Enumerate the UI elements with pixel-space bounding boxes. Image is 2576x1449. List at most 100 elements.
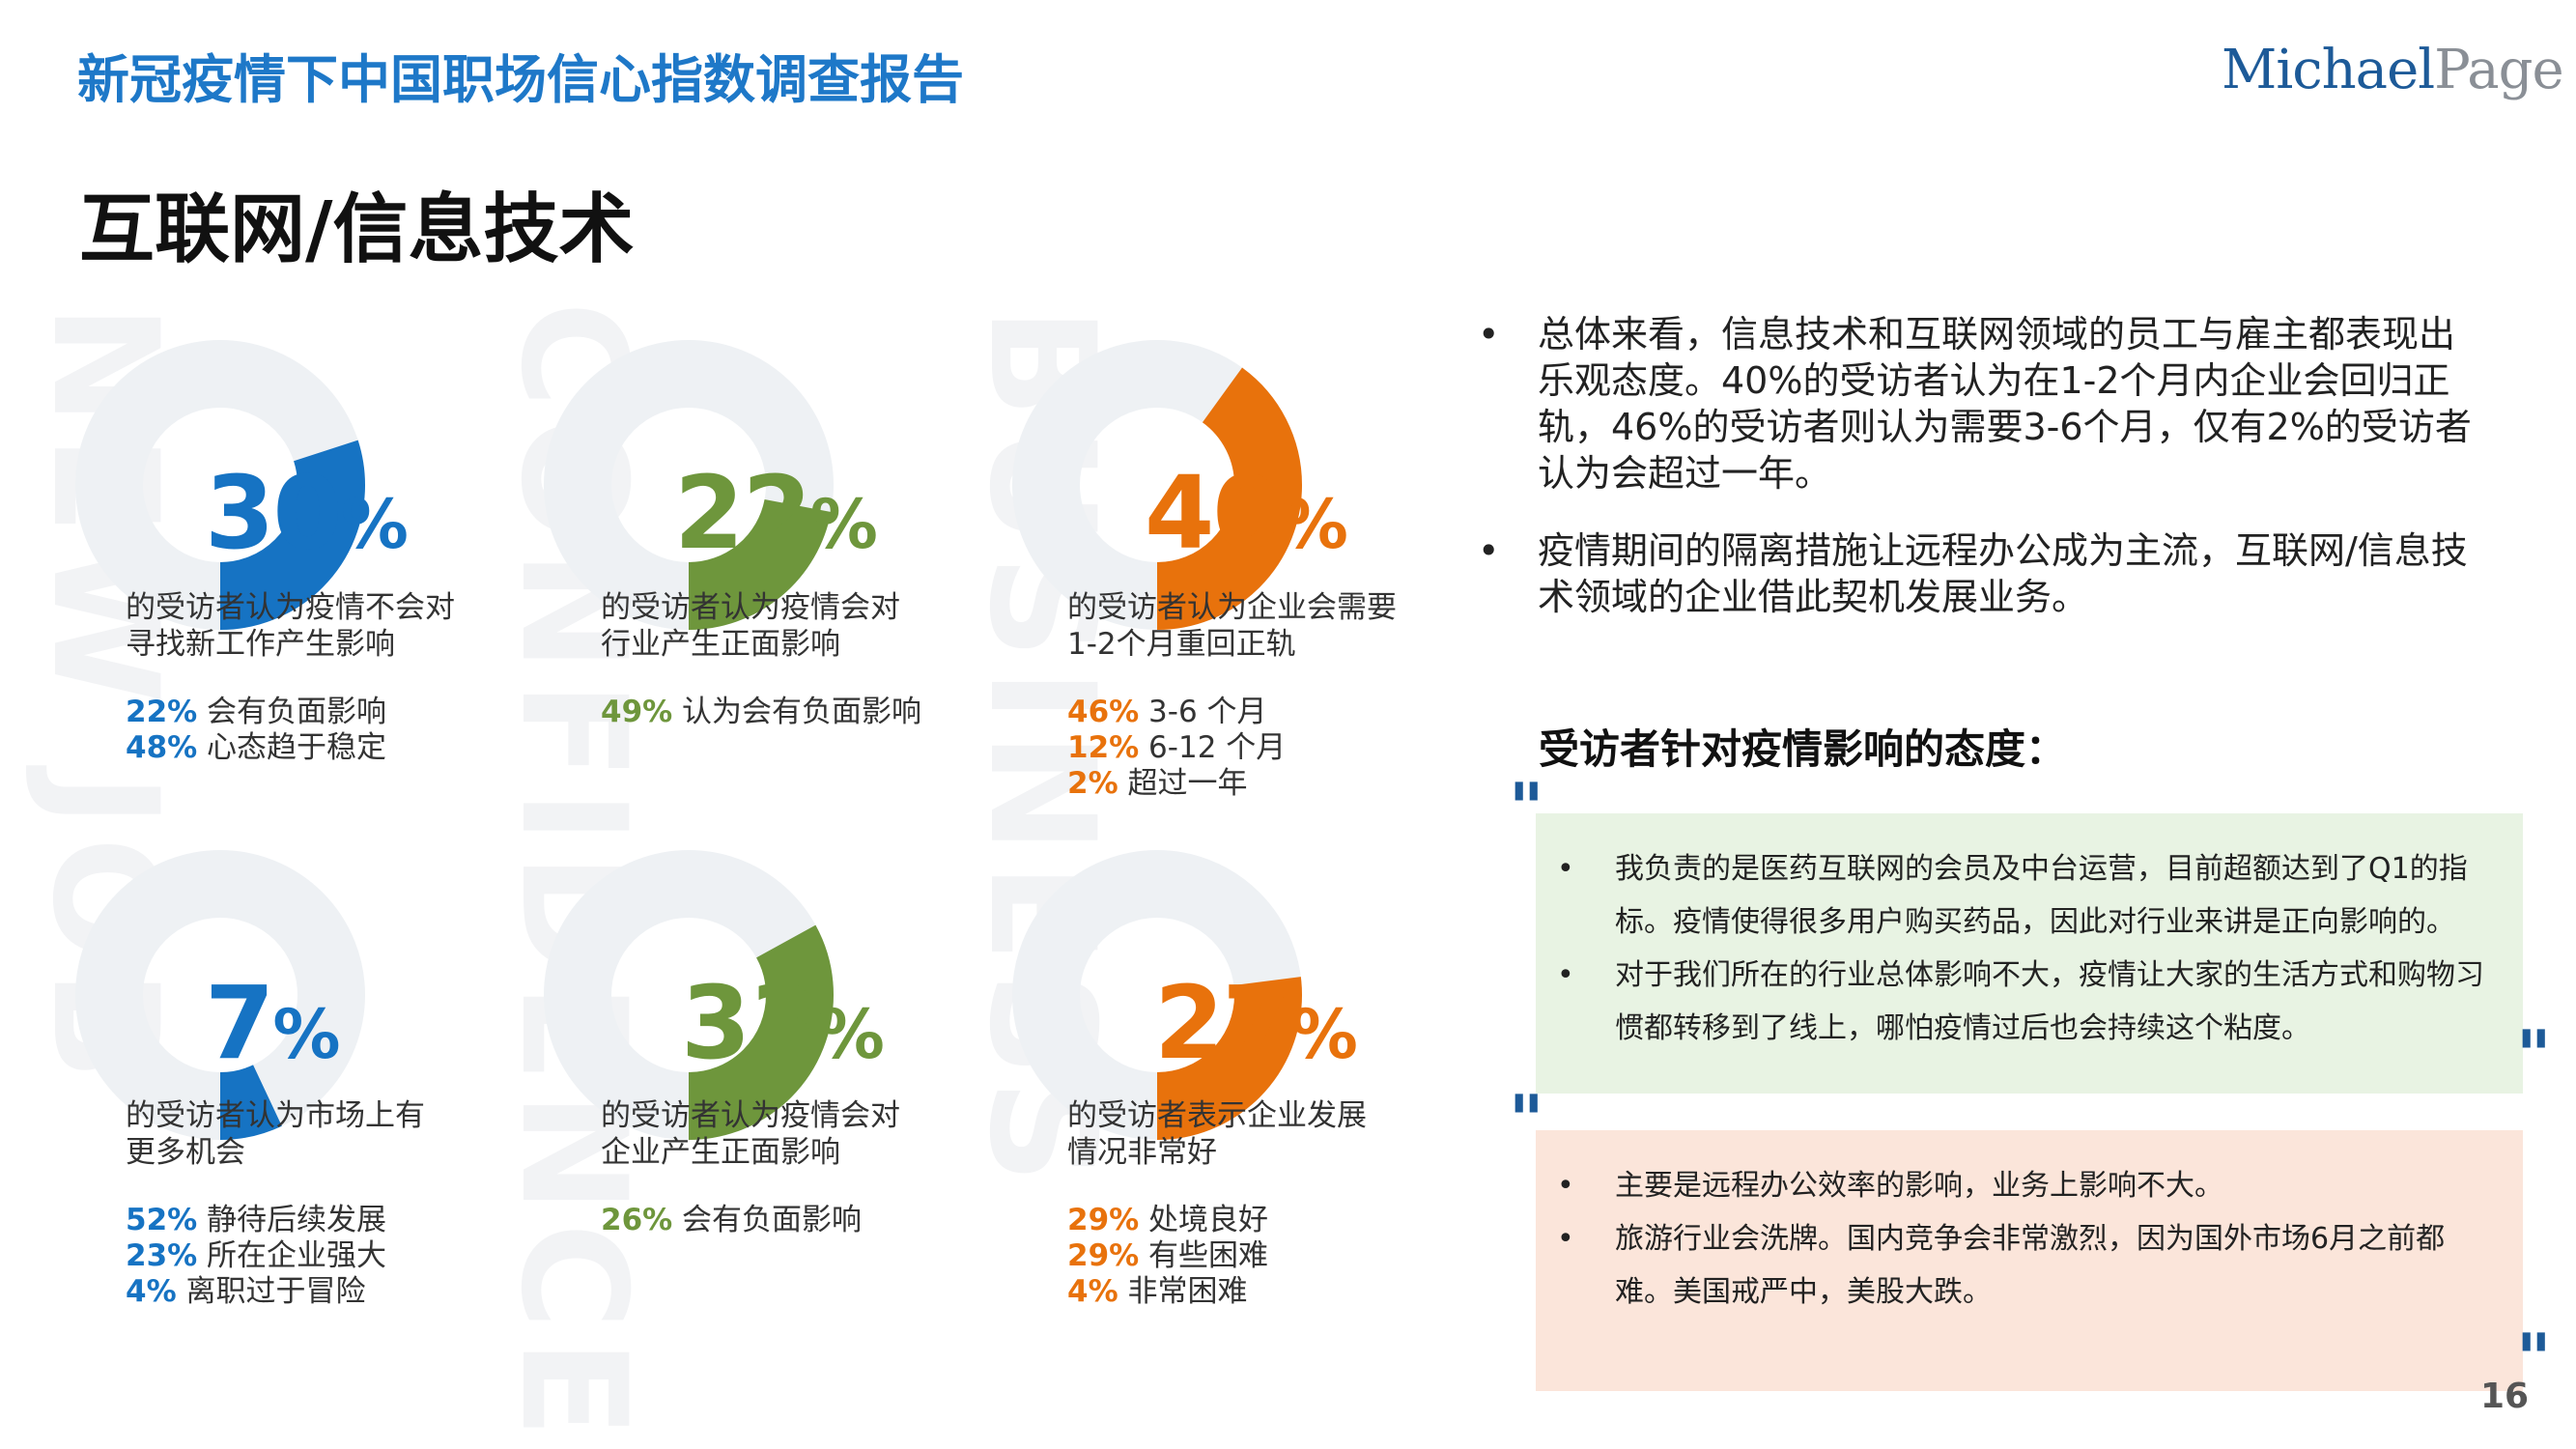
stat-value: 4% <box>126 1274 177 1309</box>
percent-sign: % <box>272 995 340 1074</box>
bullet-mark: • <box>1478 313 1500 355</box>
stat-line: 22% 会有负面影响 <box>126 695 386 730</box>
donut-arc <box>544 340 834 630</box>
stat-text: 6-12 个月 <box>1139 730 1287 765</box>
stat-line: 4% 离职过于冒险 <box>126 1274 386 1310</box>
card-description: 的受访者认为企业会需要 1-2个月重回正轨 <box>1067 589 1397 663</box>
stat-text: 会有负面影响 <box>672 1203 863 1237</box>
stat-value: 4% <box>1067 1274 1118 1309</box>
stat-text: 超过一年 <box>1118 766 1248 801</box>
card-stats: 22% 会有负面影响 48% 心态趋于稳定 <box>126 695 386 766</box>
stat-line: 29% 有些困难 <box>1067 1238 1268 1274</box>
donut-arc <box>75 850 365 1140</box>
stat-text: 所在企业强大 <box>197 1238 387 1273</box>
big-percent: 30% <box>205 454 409 572</box>
donut-svg <box>1012 340 1302 630</box>
percent-number: 27 <box>1154 964 1292 1082</box>
stat-line: 48% 心态趋于稳定 <box>126 730 386 766</box>
donut-chart <box>75 850 365 1140</box>
desc-line: 的受访者表示企业发展 <box>1067 1098 1367 1133</box>
stat-value: 46% <box>1067 695 1140 729</box>
stat-text: 非常困难 <box>1118 1274 1248 1309</box>
stat-line: 49% 认为会有负面影响 <box>601 695 921 730</box>
donut-arc <box>75 340 365 630</box>
page-number: 16 <box>2480 1377 2530 1416</box>
stat-text: 认为会有负面影响 <box>672 695 922 729</box>
summary-bullets: • 总体来看，信息技术和互联网领域的员工与雇主都表现出 乐观态度。40%的受访者… <box>1478 311 2502 651</box>
stat-text: 离职过于冒险 <box>176 1274 366 1309</box>
desc-line: 的受访者认为疫情会对 <box>601 1098 900 1133</box>
stat-value: 49% <box>601 695 673 729</box>
stat-value: 26% <box>601 1203 673 1237</box>
percent-sign: % <box>340 485 409 564</box>
quote-line: 难。美国戒严中，美股大跌。 <box>1615 1275 1992 1309</box>
stat-value: 29% <box>1067 1238 1140 1273</box>
stat-text: 会有负面影响 <box>197 695 387 729</box>
percent-sign: % <box>1280 485 1348 564</box>
bullet-mark: • <box>1557 1222 1574 1256</box>
donut-chart <box>1012 340 1302 630</box>
percent-number: 30 <box>205 454 343 572</box>
quote-box-peach: • 主要是远程办公效率的影响，业务上影响不大。 • 旅游行业会洗牌。国内竞争会非… <box>1536 1130 2523 1391</box>
desc-line: 企业产生正面影响 <box>601 1135 840 1170</box>
big-percent: 33% <box>681 964 885 1082</box>
bullet-line: 乐观态度。40%的受访者认为在1-2个月内企业会回归正 <box>1538 359 2450 402</box>
stat-text: 心态趋于稳定 <box>197 730 387 765</box>
bullet-line: 认为会超过一年。 <box>1538 452 1832 495</box>
stat-line: 46% 3-6 个月 <box>1067 695 1286 730</box>
stat-line: 29% 处境良好 <box>1067 1203 1268 1238</box>
bullet-mark: • <box>1478 529 1500 572</box>
big-percent: 22% <box>674 454 878 572</box>
donut-chart <box>544 340 834 630</box>
stat-line: 26% 会有负面影响 <box>601 1203 862 1238</box>
logo-michael: Michael <box>2222 39 2435 101</box>
open-quote-mark: " <box>1509 769 1544 848</box>
michael-page-logo: MichaelPage <box>2222 39 2564 101</box>
card-stats: 46% 3-6 个月 12% 6-12 个月 2% 超过一年 <box>1067 695 1286 802</box>
big-percent: 27% <box>1154 964 1358 1082</box>
donut-arc <box>1012 340 1302 630</box>
desc-line: 的受访者认为疫情不会对 <box>126 590 455 625</box>
card-description: 的受访者认为疫情不会对 寻找新工作产生影响 <box>126 589 455 663</box>
stat-value: 52% <box>126 1203 198 1237</box>
stat-value: 23% <box>126 1238 198 1273</box>
quote-box-green: • 我负责的是医药互联网的会员及中台运营，目前超额达到了Q1的指 标。疫情使得很… <box>1536 813 2523 1094</box>
card-stats: 49% 认为会有负面影响 <box>601 695 921 730</box>
card-stats: 26% 会有负面影响 <box>601 1203 862 1238</box>
quote-item: • 旅游行业会洗牌。国内竞争会非常激烈，因为国外市场6月之前都 难。美国戒严中，… <box>1536 1212 2523 1319</box>
quote-line: 标。疫情使得很多用户购买药品，因此对行业来讲是正向影响的。 <box>1615 905 2455 939</box>
bullet-line: 疫情期间的隔离措施让远程办公成为主流，互联网/信息技 <box>1538 529 2468 572</box>
stat-value: 48% <box>126 730 198 765</box>
bullet-mark: • <box>1557 1169 1574 1203</box>
donut-arc <box>1012 850 1302 1140</box>
percent-number: 7 <box>205 964 274 1082</box>
summary-bullet: • 疫情期间的隔离措施让远程办公成为主流，互联网/信息技 术领域的企业借此契机发… <box>1478 527 2502 620</box>
quote-item: • 我负责的是医药互联网的会员及中台运营，目前超额达到了Q1的指 标。疫情使得很… <box>1536 842 2523 949</box>
card-description: 的受访者表示企业发展 情况非常好 <box>1067 1097 1367 1171</box>
desc-line: 的受访者认为疫情会对 <box>601 590 900 625</box>
percent-number: 33 <box>681 964 819 1082</box>
quote-line: 我负责的是医药互联网的会员及中台运营，目前超额达到了Q1的指 <box>1615 852 2468 886</box>
donut-svg <box>75 850 365 1140</box>
logo-page: Page <box>2434 39 2564 101</box>
donut-arc <box>544 850 834 1140</box>
bullet-line: 总体来看，信息技术和互联网领域的员工与雇主都表现出 <box>1538 313 2456 355</box>
percent-sign: % <box>1289 995 1358 1074</box>
donut-svg <box>75 340 365 630</box>
stat-value: 2% <box>1067 766 1118 801</box>
section-title: 互联网/信息技术 <box>79 186 635 273</box>
quote-item: • 主要是远程办公效率的影响，业务上影响不大。 <box>1536 1159 2523 1212</box>
percent-sign: % <box>809 485 878 564</box>
desc-line: 1-2个月重回正轨 <box>1067 627 1296 662</box>
quote-item: • 对于我们所在的行业总体影响不大，疫情让大家的生活方式和购物习 惯都转移到了线… <box>1536 949 2523 1055</box>
donut-chart <box>544 850 834 1140</box>
bullet-mark: • <box>1557 852 1574 886</box>
desc-line: 的受访者认为市场上有 <box>126 1098 425 1133</box>
percent-number: 40 <box>1145 454 1283 572</box>
card-description: 的受访者认为疫情会对 行业产生正面影响 <box>601 589 900 663</box>
card-description: 的受访者认为市场上有 更多机会 <box>126 1097 425 1171</box>
quote-line: 惯都转移到了线上，哪怕疫情过后也会持续这个粘度。 <box>1615 1011 2310 1045</box>
bullet-line: 术领域的企业借此契机发展业务。 <box>1538 576 2089 618</box>
stat-text: 静待后续发展 <box>197 1203 387 1237</box>
percent-number: 22 <box>674 454 812 572</box>
